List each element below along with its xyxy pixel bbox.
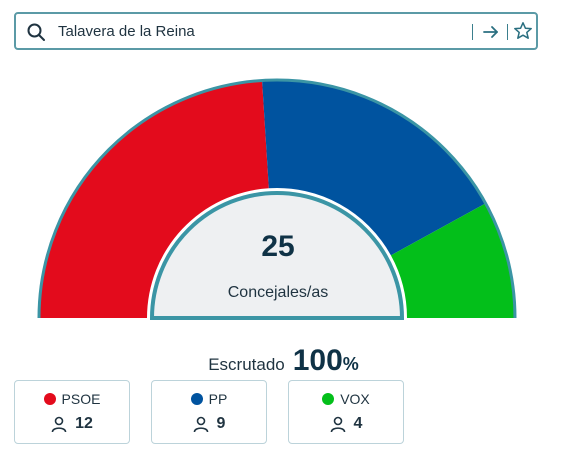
inner-dome xyxy=(149,191,405,320)
search-bar xyxy=(14,12,538,50)
arc-segment-psoe xyxy=(39,80,269,318)
party-seats: 4 xyxy=(289,415,403,433)
party-seat-count: 4 xyxy=(353,415,363,432)
user-icon xyxy=(193,416,208,432)
party-seat-count: 12 xyxy=(75,415,93,432)
separator xyxy=(472,24,473,40)
arc-segments xyxy=(39,80,515,318)
user-icon xyxy=(51,416,67,432)
party-seat-count: 9 xyxy=(216,415,226,432)
scrutiny-unit: % xyxy=(342,354,359,374)
party-seats: 9 xyxy=(152,415,266,433)
party-card-psoe[interactable]: PSOE 12 xyxy=(14,380,130,444)
arc-outline xyxy=(37,78,517,319)
separator xyxy=(507,24,508,40)
arc-segment-vox xyxy=(390,203,515,318)
party-head: PP xyxy=(152,391,266,407)
total-seats: 25 xyxy=(261,230,295,263)
arc-segment-pp xyxy=(262,80,486,256)
search-icon xyxy=(27,23,45,41)
party-color-dot xyxy=(190,393,203,405)
star-icon[interactable] xyxy=(513,21,533,41)
parliament-chart xyxy=(37,78,517,320)
party-name: PSOE xyxy=(61,391,101,407)
party-color-dot xyxy=(322,393,335,405)
party-name: PP xyxy=(208,391,228,407)
search-input[interactable] xyxy=(58,18,468,44)
user-icon xyxy=(330,416,345,432)
party-card-pp[interactable]: PP 9 xyxy=(151,380,267,444)
party-name: VOX xyxy=(340,391,370,407)
party-head: VOX xyxy=(289,391,403,407)
arrow-right-icon[interactable] xyxy=(481,22,501,42)
scrutiny-value: 100 xyxy=(292,344,343,377)
party-head: PSOE xyxy=(15,391,129,407)
party-color-dot xyxy=(43,393,56,405)
scrutiny: Escrutado 100 % xyxy=(0,344,567,380)
scrutiny-label: Escrutado xyxy=(208,355,285,374)
seats-label: Concejales/as xyxy=(227,284,329,301)
party-card-vox[interactable]: VOX 4 xyxy=(288,380,404,444)
party-seats: 12 xyxy=(15,415,129,433)
